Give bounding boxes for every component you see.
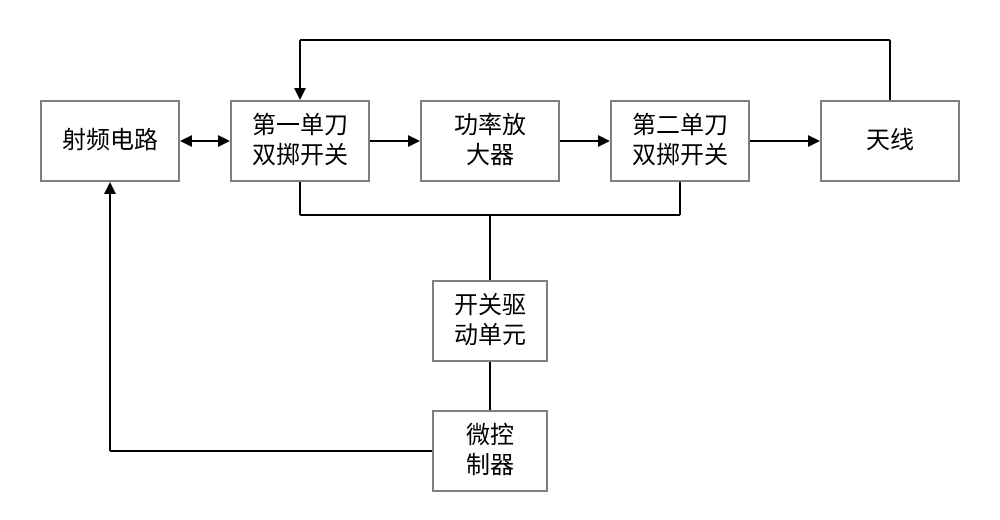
node-label: 第一单刀双掷开关 (252, 111, 348, 171)
node-label: 第二单刀双掷开关 (632, 111, 728, 171)
node-power-amplifier: 功率放大器 (420, 100, 560, 182)
node-label: 开关驱动单元 (454, 291, 526, 351)
node-label: 微控制器 (466, 421, 514, 481)
node-label: 射频电路 (62, 126, 158, 156)
node-spdt-switch-1: 第一单刀双掷开关 (230, 100, 370, 182)
node-microcontroller: 微控制器 (432, 410, 548, 492)
node-antenna: 天线 (820, 100, 960, 182)
diagram-canvas: 射频电路 第一单刀双掷开关 功率放大器 第二单刀双掷开关 天线 开关驱动单元 微… (0, 0, 1000, 520)
node-label: 功率放大器 (454, 111, 526, 171)
node-rf-circuit: 射频电路 (40, 100, 180, 182)
node-switch-driver: 开关驱动单元 (432, 280, 548, 362)
node-spdt-switch-2: 第二单刀双掷开关 (610, 100, 750, 182)
node-label: 天线 (866, 126, 914, 156)
